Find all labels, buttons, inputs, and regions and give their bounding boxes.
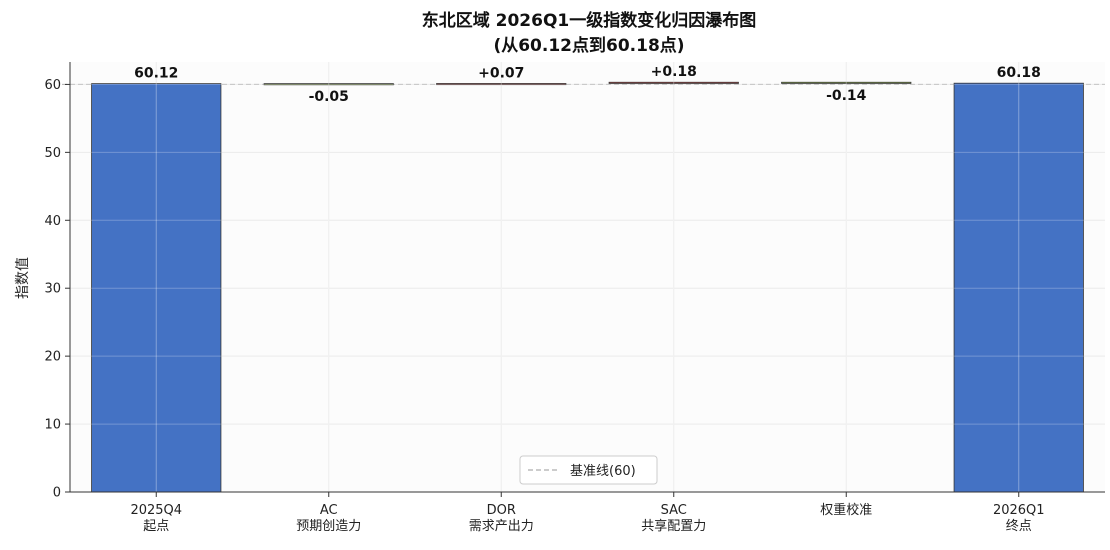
bar-value-label: -0.05 bbox=[309, 89, 349, 105]
y-tick-label: 10 bbox=[44, 418, 61, 433]
y-tick-label: 30 bbox=[44, 282, 61, 297]
x-tick-label: 预期创造力 bbox=[296, 519, 361, 534]
y-tick-label: 20 bbox=[44, 350, 61, 365]
x-tick-label: SAC bbox=[661, 503, 687, 518]
x-tick-label: 2026Q1 bbox=[993, 503, 1045, 518]
y-tick-label: 60 bbox=[44, 78, 61, 93]
y-tick-label: 40 bbox=[44, 214, 61, 229]
y-axis-label: 指数值 bbox=[15, 257, 31, 299]
data-labels: 60.12 -0.05 +0.07 +0.18 -0.14 60.18 bbox=[134, 64, 1041, 105]
total-bar bbox=[91, 83, 222, 493]
legend-baseline-label: 基准线(60) bbox=[570, 464, 636, 479]
decrease-bar bbox=[263, 83, 394, 86]
bars bbox=[70, 62, 1105, 493]
bar-value-label: +0.07 bbox=[478, 65, 524, 81]
bar-value-label: 60.12 bbox=[134, 66, 178, 82]
chart-title-line2: (从60.12点到60.18点) bbox=[493, 35, 684, 56]
legend: 基准线(60) bbox=[519, 455, 658, 485]
decrease-bar bbox=[781, 81, 912, 84]
increase-bar bbox=[608, 81, 739, 84]
y-tick-label: 0 bbox=[53, 486, 61, 501]
bar-value-label: -0.14 bbox=[826, 88, 867, 104]
bar-value-label: +0.18 bbox=[651, 64, 697, 80]
x-tick-label: AC bbox=[320, 503, 338, 518]
legend-box bbox=[519, 455, 658, 485]
x-tick-label: DOR bbox=[487, 503, 516, 518]
bar-value-label: 60.18 bbox=[997, 65, 1041, 81]
total-bar bbox=[953, 82, 1084, 493]
increase-bar bbox=[436, 83, 567, 86]
x-tick-label: 需求产出力 bbox=[469, 519, 534, 534]
x-tick-label: 共享配置力 bbox=[641, 518, 706, 534]
grid-lines bbox=[70, 62, 1105, 493]
x-tick-label: 2025Q4 bbox=[130, 503, 182, 518]
x-tick-label: 权重校准 bbox=[820, 502, 872, 518]
y-tick-label: 50 bbox=[44, 146, 61, 161]
x-tick-label: 起点 bbox=[143, 519, 169, 534]
chart-title-line1: 东北区域 2026Q1一级指数变化归因瀑布图 bbox=[422, 10, 757, 31]
plot-area bbox=[70, 62, 1105, 492]
x-tick-label: 终点 bbox=[1006, 518, 1032, 534]
